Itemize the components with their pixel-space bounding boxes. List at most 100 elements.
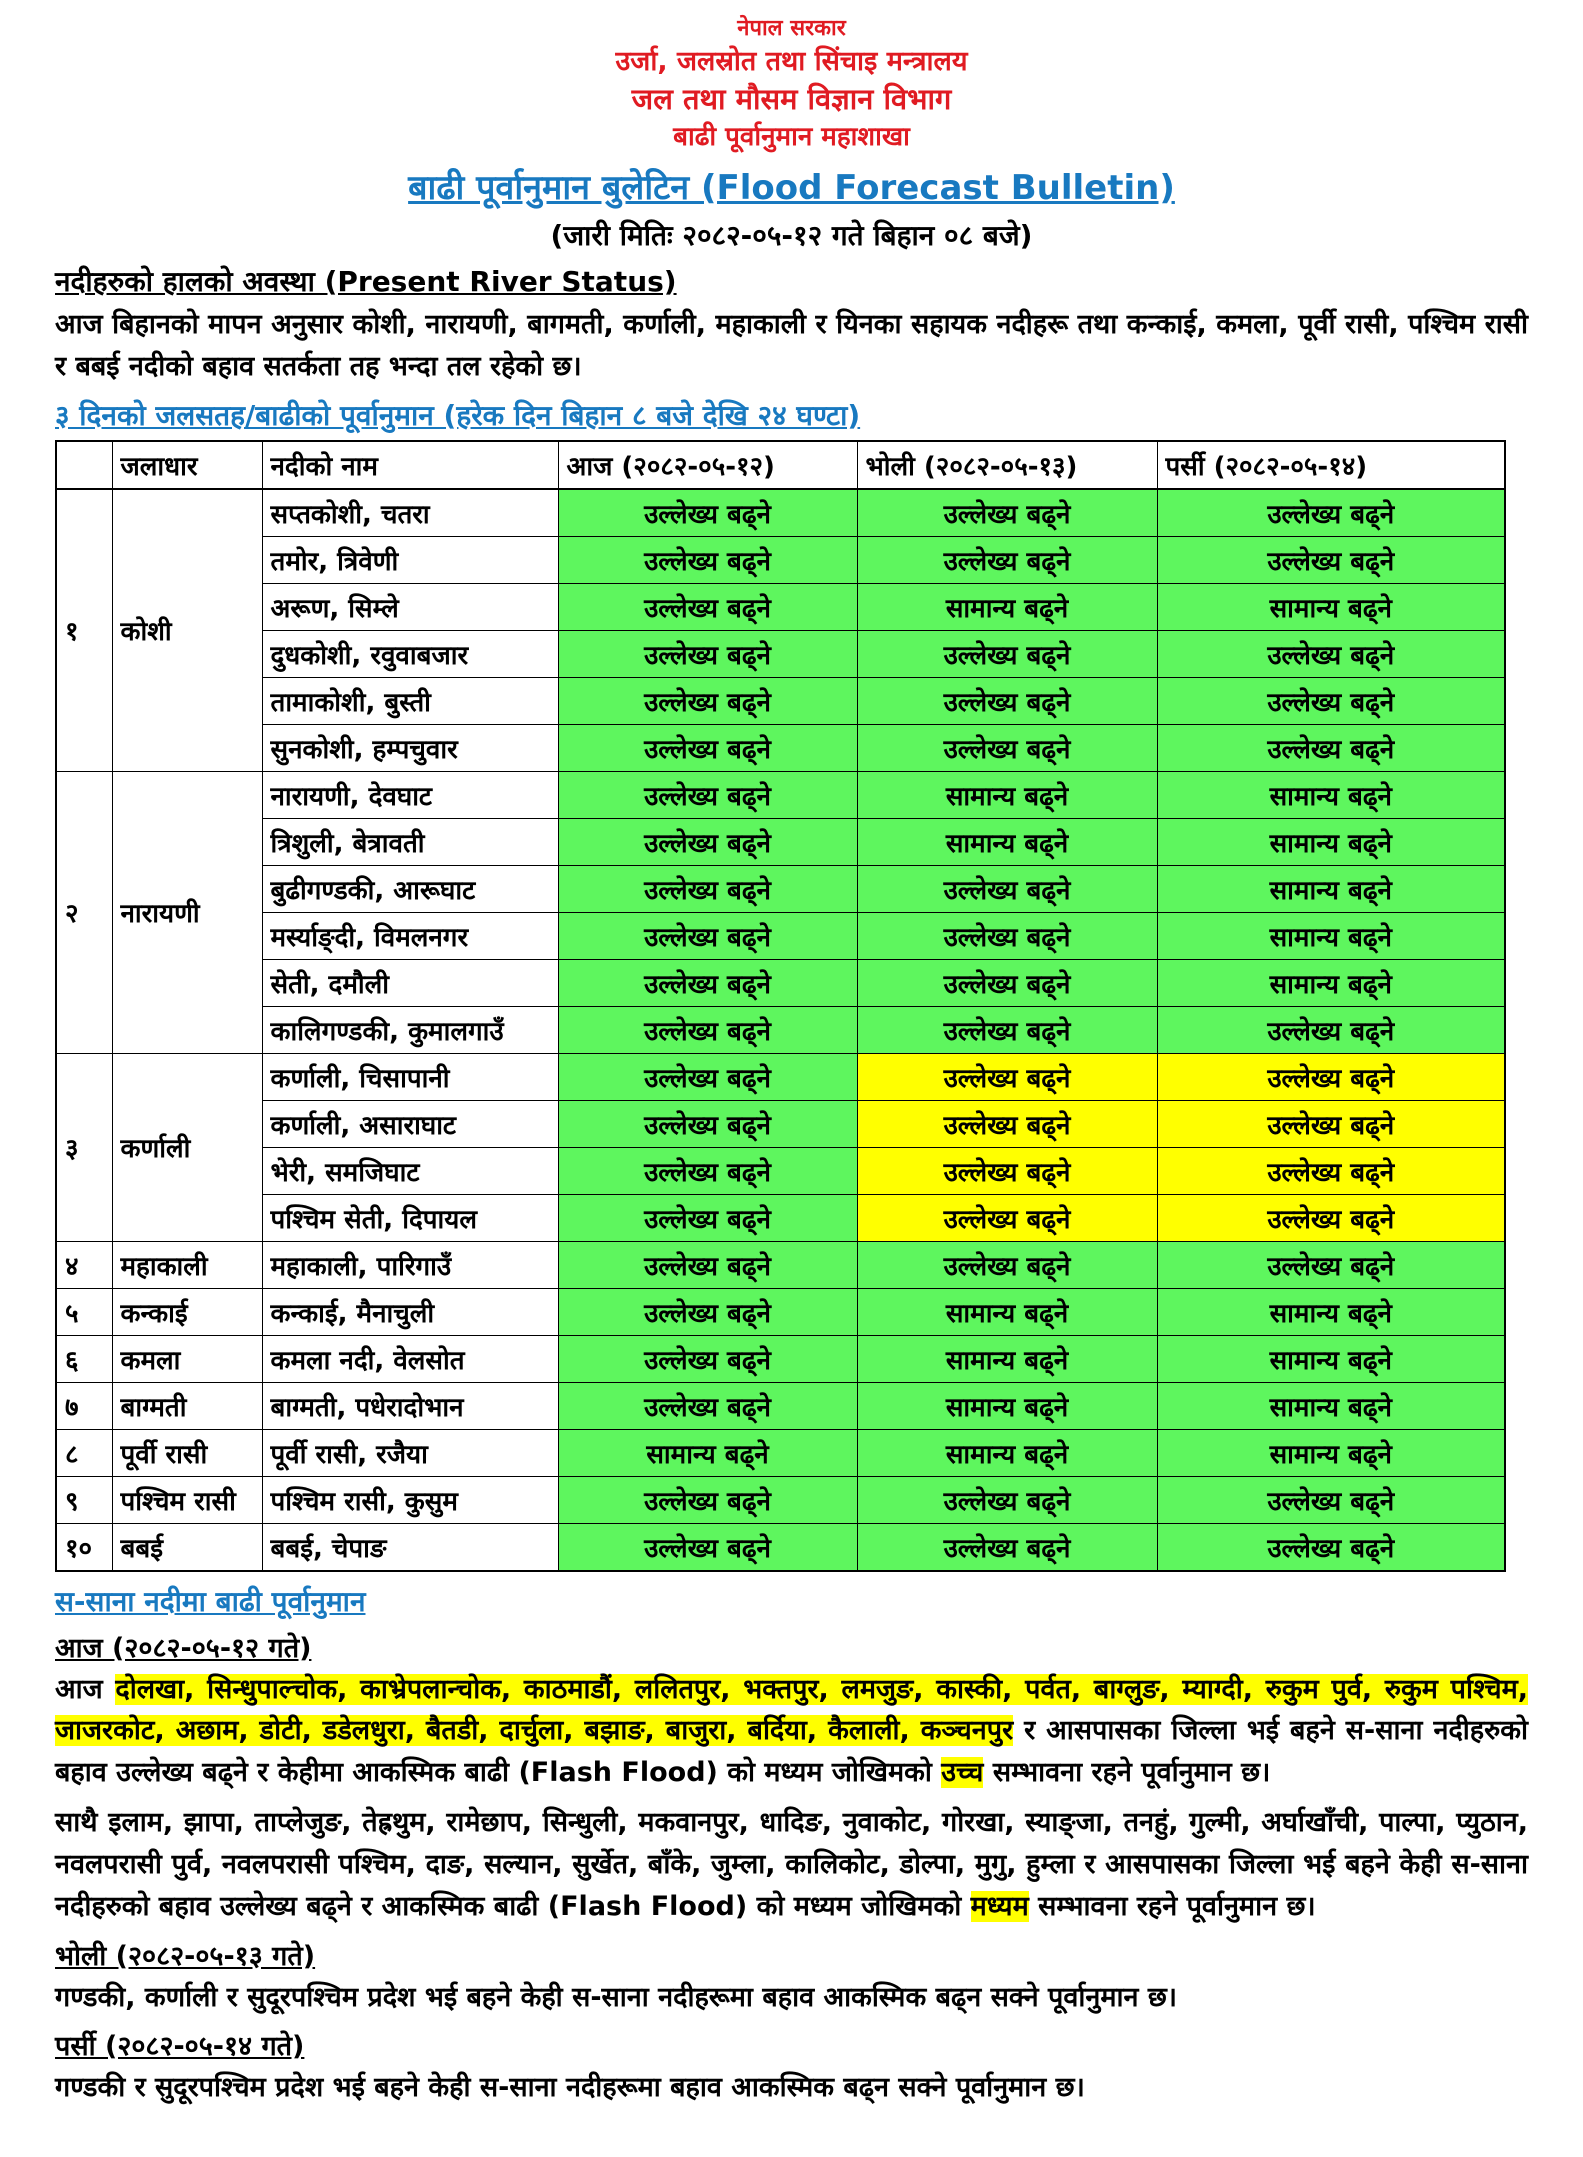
p1-prefix: आज [55, 1673, 116, 1705]
forecast-tomorrow: उल्लेख्य बढ्ने [856, 535, 1158, 584]
p1-mid: र आसपासका जिल्ला भई बहने स-साना नदीहरुको… [55, 1715, 1528, 1789]
small-rivers-tomorrow-paragraph: गण्डकी, कर्णाली र सुदूरपश्चिम प्रदेश भई … [55, 1981, 1178, 2013]
document-title: बाढी पूर्वानुमान बुलेटिन (Flood Forecast… [408, 167, 1175, 208]
forecast-tomorrow: सामान्य बढ्ने [856, 1287, 1158, 1336]
forecast-tomorrow: उल्लेख्य बढ्ने [856, 864, 1158, 913]
forecast-today: उल्लेख्य बढ्ने [557, 535, 858, 584]
river-name: भेरी, समजिघाट [261, 1146, 559, 1195]
forecast-tomorrow: सामान्य बढ्ने [856, 1381, 1158, 1430]
river-name: कर्णाली, चिसापानी [261, 1052, 559, 1101]
forecast-today: उल्लेख्य बढ्ने [557, 864, 858, 913]
forecast-today: उल्लेख्य बढ्ने [557, 1475, 858, 1524]
present-river-status-section: नदीहरुको हालको अवस्था (Present River Sta… [55, 262, 1528, 388]
small-rivers-dayafter-paragraph: गण्डकी र सुदूरपश्चिम प्रदेश भई बहने केही… [55, 2072, 1085, 2104]
forecast-tomorrow: सामान्य बढ्ने [856, 770, 1158, 819]
table-row: १ कोशी सप्तकोशी, चतरा उल्लेख्य बढ्ने उल्… [55, 488, 1506, 772]
small-rivers-heading: स-साना नदीमा बाढी पूर्वानुमान [55, 1584, 366, 1618]
river-name: सुनकोशी, हम्पचुवार [261, 723, 559, 772]
forecast-dayafter: सामान्य बढ्ने [1156, 1428, 1506, 1477]
p2-suffix: सम्भावना रहने पूर्वानुमान छ। [1028, 1890, 1316, 1922]
forecast-today: उल्लेख्य बढ्ने [557, 958, 858, 1007]
forecast-today: उल्लेख्य बढ्ने [557, 676, 858, 725]
forecast-heading: ३ दिनको जलसतह/बाढीको पूर्वानुमान (हरेक द… [55, 398, 861, 432]
forecast-dayafter: उल्लेख्य बढ्ने [1156, 1240, 1506, 1289]
basin-name: महाकाली [111, 1240, 263, 1289]
forecast-today: उल्लेख्य बढ्ने [557, 1193, 858, 1242]
forecast-dayafter: उल्लेख्य बढ्ने [1156, 1193, 1506, 1242]
table-row: ५ कन्काई कन्काई, मैनाचुली उल्लेख्य बढ्ने… [55, 1287, 1506, 1336]
river-name: बबई, चेपाङ [261, 1522, 559, 1572]
table-row: अरूण, सिम्ले उल्लेख्य बढ्ने सामान्य बढ्न… [56, 582, 1506, 631]
p1-suffix: सम्भावना रहने पूर्वानुमान छ। [983, 1757, 1271, 1789]
forecast-today: उल्लेख्य बढ्ने [557, 1287, 858, 1336]
table-row: बुढीगण्डकी, आरूघाट उल्लेख्य बढ्ने उल्लेख… [56, 864, 1506, 913]
forecast-dayafter: सामान्य बढ्ने [1156, 864, 1506, 913]
col-header-blank [55, 440, 113, 490]
river-name: अरूण, सिम्ले [261, 582, 559, 631]
small-rivers-today-paragraph-2: साथै इलाम, झापा, ताप्लेजुङ, तेह्रथुम, रा… [55, 1802, 1528, 1928]
table-row: २ नारायणी नारायणी, देवघाट उल्लेख्य बढ्ने… [55, 770, 1506, 1054]
col-header-river: नदीको नाम [261, 440, 559, 490]
forecast-tomorrow: सामान्य बढ्ने [856, 1428, 1158, 1477]
col-header-dayafter: पर्सी (२०८२-०५-१४) [1156, 440, 1506, 490]
forecast-tomorrow: उल्लेख्य बढ्ने [856, 629, 1158, 678]
river-name: कन्काई, मैनाचुली [261, 1287, 559, 1336]
basin-name: पूर्वी रासी [111, 1428, 263, 1477]
forecast-dayafter: सामान्य बढ्ने [1156, 1287, 1506, 1336]
basin-serial: ८ [55, 1428, 113, 1477]
small-rivers-dayafter-heading: पर्सी (२०८२-०५-१४ गते) [55, 2031, 305, 2063]
forecast-tomorrow: उल्लेख्य बढ्ने [856, 911, 1158, 960]
forecast-today: उल्लेख्य बढ्ने [557, 1146, 858, 1195]
forecast-dayafter: सामान्य बढ्ने [1156, 582, 1506, 631]
forecast-tomorrow: उल्लेख्य बढ्ने [856, 1240, 1158, 1289]
basin-name: बबई [111, 1522, 263, 1572]
forecast-tomorrow: उल्लेख्य बढ्ने [856, 1522, 1158, 1572]
forecast-today: उल्लेख्य बढ्ने [557, 629, 858, 678]
table-row: ८ पूर्वी रासी पूर्वी रासी, रजैया सामान्य… [55, 1428, 1506, 1477]
river-name: पश्चिम रासी, कुसुम [261, 1475, 559, 1524]
issue-date: (जारी मितिः २०८२-०५-१२ गते बिहान ०८ बजे) [550, 218, 1033, 252]
table-row: तमोर, त्रिवेणी उल्लेख्य बढ्ने उल्लेख्य ब… [56, 535, 1506, 584]
gov-line-2: उर्जा, जलस्रोत तथा सिंचाइ मन्त्रालय [615, 45, 968, 77]
small-rivers-today-heading: आज (२०८२-०५-१२ गते) [55, 1632, 312, 1664]
forecast-dayafter: सामान्य बढ्ने [1156, 911, 1506, 960]
small-rivers-today-paragraph-1: आज दोलखा, सिन्धुपाल्चोक, काभ्रेपलान्चोक,… [55, 1669, 1528, 1795]
table-row: तामाकोशी, बुस्ती उल्लेख्य बढ्ने उल्लेख्य… [56, 676, 1506, 725]
river-name: नारायणी, देवघाट [261, 770, 559, 819]
forecast-today: उल्लेख्य बढ्ने [557, 817, 858, 866]
basin-serial: ७ [55, 1381, 113, 1430]
basin-serial: ९ [55, 1475, 113, 1524]
basin-name: नारायणी [111, 770, 263, 1054]
forecast-dayafter: उल्लेख्य बढ्ने [1156, 1052, 1506, 1101]
forecast-today: उल्लेख्य बढ्ने [557, 1522, 858, 1572]
table-row: ६ कमला कमला नदी, वेलसोत उल्लेख्य बढ्ने स… [55, 1334, 1506, 1383]
river-name: पश्चिम सेती, दिपायल [261, 1193, 559, 1242]
forecast-tomorrow: उल्लेख्य बढ्ने [856, 1099, 1158, 1148]
river-name: दुधकोशी, रवुवाबजार [261, 629, 559, 678]
forecast-tomorrow: उल्लेख्य बढ्ने [856, 488, 1158, 537]
forecast-today: उल्लेख्य बढ्ने [557, 911, 858, 960]
basin-serial: २ [55, 770, 113, 1054]
river-name: सेती, दमौली [261, 958, 559, 1007]
forecast-tomorrow: उल्लेख्य बढ्ने [856, 676, 1158, 725]
table-row: १० बबई बबई, चेपाङ उल्लेख्य बढ्ने उल्लेख्… [55, 1522, 1506, 1572]
forecast-tomorrow: उल्लेख्य बढ्ने [856, 958, 1158, 1007]
table-row: पश्चिम सेती, दिपायल उल्लेख्य बढ्ने उल्ले… [56, 1193, 1506, 1242]
table-row: ९ पश्चिम रासी पश्चिम रासी, कुसुम उल्लेख्… [55, 1475, 1506, 1524]
forecast-today: उल्लेख्य बढ्ने [557, 1381, 858, 1430]
forecast-tomorrow: उल्लेख्य बढ्ने [856, 723, 1158, 772]
forecast-dayafter: सामान्य बढ्ने [1156, 1334, 1506, 1383]
forecast-tomorrow: उल्लेख्य बढ्ने [856, 1052, 1158, 1101]
forecast-today: उल्लेख्य बढ्ने [557, 1099, 858, 1148]
table-row: दुधकोशी, रवुवाबजार उल्लेख्य बढ्ने उल्लेख… [56, 629, 1506, 678]
forecast-today: उल्लेख्य बढ्ने [557, 1334, 858, 1383]
basin-serial: ५ [55, 1287, 113, 1336]
forecast-tomorrow: उल्लेख्य बढ्ने [856, 1193, 1158, 1242]
river-name: सप्तकोशी, चतरा [261, 488, 559, 537]
basin-serial: ४ [55, 1240, 113, 1289]
river-name: मर्स्याङ्दी, विमलनगर [261, 911, 559, 960]
basin-serial: १० [55, 1522, 113, 1572]
basin-name: कन्काई [111, 1287, 263, 1336]
forecast-dayafter: सामान्य बढ्ने [1156, 770, 1506, 819]
